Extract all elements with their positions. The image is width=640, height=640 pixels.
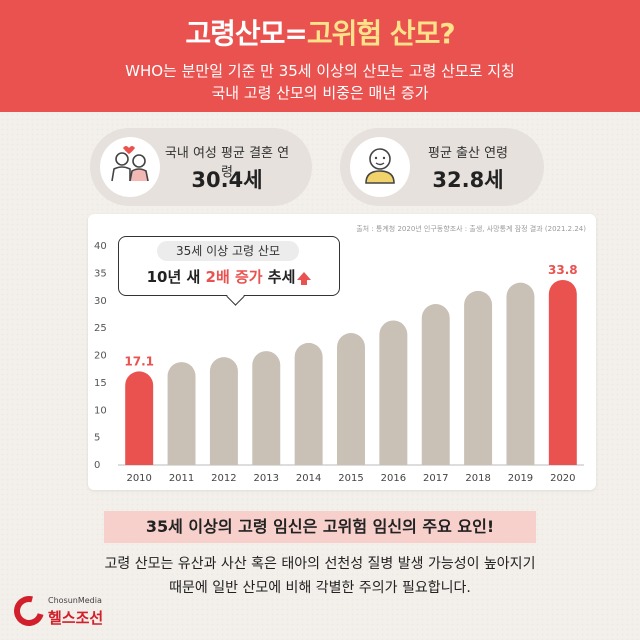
bar-2019 bbox=[506, 282, 535, 465]
logo-top-text: ChosunMedia bbox=[48, 596, 102, 605]
callout-part-a: 10년 새 bbox=[146, 268, 206, 286]
callout-part-c: 추세 bbox=[262, 268, 296, 286]
bar-2013 bbox=[252, 351, 281, 465]
body-line-2: 때문에 일반 산모에 비해 각별한 주의가 필요합니다. bbox=[169, 580, 471, 596]
y-tick-label: 0 bbox=[94, 460, 100, 471]
bar-2016 bbox=[379, 320, 408, 465]
bar-2020 bbox=[548, 279, 577, 465]
x-tick-label: 2012 bbox=[211, 473, 236, 484]
x-tick-label: 2014 bbox=[296, 473, 321, 484]
bars bbox=[125, 279, 577, 465]
header-band bbox=[0, 0, 640, 112]
title-part-a: 고령산모= bbox=[185, 17, 308, 50]
logo-bottom-text: 헬스조선 bbox=[48, 609, 104, 627]
y-tick-label: 25 bbox=[94, 323, 107, 334]
y-tick-label: 40 bbox=[94, 241, 107, 252]
chart-source: 출처 : 통계청 2020년 인구동향조사 : 출생, 사망통계 잠정 결과 (… bbox=[356, 225, 586, 233]
x-tick-label: 2018 bbox=[465, 473, 490, 484]
bar-2014 bbox=[294, 342, 323, 465]
x-tick-label: 2015 bbox=[338, 473, 363, 484]
brand-logo: ChosunMedia 헬스조선 bbox=[8, 590, 154, 632]
subtitle: WHO는 분만일 기준 만 35세 이상의 산모는 고령 산모로 지칭 국내 고… bbox=[0, 60, 640, 104]
bar-2012 bbox=[209, 357, 238, 465]
y-tick-label: 30 bbox=[94, 296, 107, 307]
data-label-2020: 33.8 bbox=[548, 263, 578, 277]
subtitle-line-2: 국내 고령 산모의 비중은 매년 증가 bbox=[211, 84, 429, 102]
data-labels: 17.1 33.8 bbox=[124, 263, 577, 368]
baby-icon bbox=[350, 137, 410, 197]
subtitle-line-1: WHO는 분만일 기준 만 35세 이상의 산모는 고령 산모로 지칭 bbox=[125, 62, 515, 80]
bar-2010 bbox=[125, 371, 154, 465]
stat-marriage-age: 국내 여성 평균 결혼 연령 30.4세 bbox=[90, 128, 312, 206]
up-arrow-icon bbox=[297, 272, 312, 285]
title-part-b: 고위험 산모? bbox=[306, 17, 456, 50]
stat-birth-value: 32.8세 bbox=[432, 168, 504, 192]
page-title: 고령산모=고위험 산모? bbox=[0, 12, 640, 52]
y-tick-label: 20 bbox=[94, 351, 107, 362]
stat-birth-age: 평균 출산 연령 32.8세 bbox=[340, 128, 544, 206]
body-line-1: 고령 산모는 유산과 사산 혹은 태아의 선천성 질병 발생 가능성이 높아지기 bbox=[104, 556, 536, 572]
chart-card: 출처 : 통계청 2020년 인구동향조사 : 출생, 사망통계 잠정 결과 (… bbox=[88, 214, 596, 490]
bar-2011 bbox=[167, 362, 196, 465]
x-tick-label: 2013 bbox=[254, 473, 279, 484]
x-tick-label: 2020 bbox=[550, 473, 575, 484]
x-tick-label: 2016 bbox=[381, 473, 406, 484]
logo-mark-icon bbox=[8, 590, 50, 632]
x-tick-label: 2017 bbox=[423, 473, 448, 484]
x-tick-label: 2011 bbox=[169, 473, 194, 484]
key-message-banner: 35세 이상의 고령 임신은 고위험 임신의 주요 요인! bbox=[104, 511, 536, 543]
callout-heading: 35세 이상 고령 산모 bbox=[157, 241, 299, 261]
bar-2018 bbox=[464, 290, 493, 465]
stat-marriage-value: 30.4세 bbox=[191, 168, 263, 192]
callout-text: 10년 새 2배 증가 추세 bbox=[119, 266, 339, 287]
bar-2015 bbox=[337, 333, 365, 465]
callout-part-b: 2배 증가 bbox=[205, 268, 263, 286]
x-tick-label: 2019 bbox=[508, 473, 533, 484]
data-label-2010: 17.1 bbox=[124, 354, 154, 368]
body-text: 고령 산모는 유산과 사산 혹은 태아의 선천성 질병 발생 가능성이 높아지기… bbox=[0, 552, 640, 600]
stat-birth-label: 평균 출산 연령 bbox=[427, 146, 509, 161]
y-tick-label: 5 bbox=[94, 433, 100, 444]
y-tick-label: 15 bbox=[94, 378, 107, 389]
y-tick-label: 35 bbox=[94, 268, 107, 279]
x-axis: 2010 2011 2012 2013 2014 2015 2016 2017 2018 2019… bbox=[126, 473, 575, 484]
y-tick-label: 10 bbox=[94, 405, 107, 416]
couple-icon bbox=[100, 137, 160, 197]
x-tick-label: 2010 bbox=[126, 473, 151, 484]
stat-marriage-label: 국내 여성 평균 결혼 연령 bbox=[164, 146, 290, 180]
bar-2017 bbox=[421, 304, 450, 465]
trend-callout: 35세 이상 고령 산모 10년 새 2배 증가 추세 bbox=[118, 236, 340, 296]
